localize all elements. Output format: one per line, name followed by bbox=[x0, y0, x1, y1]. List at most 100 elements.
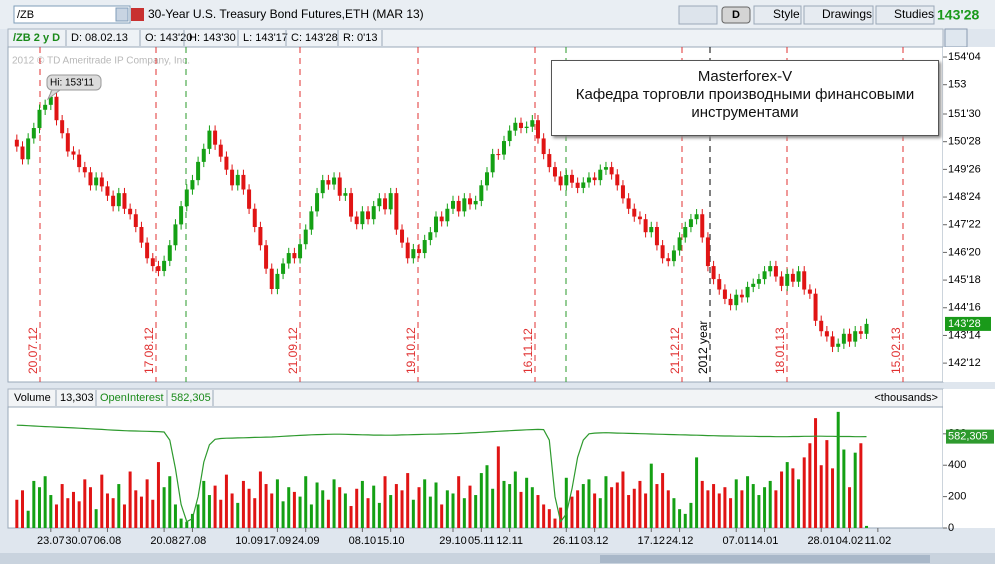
info-cell: L: 143'17 bbox=[243, 32, 288, 44]
volume-bar bbox=[706, 490, 710, 528]
candle-body bbox=[779, 276, 784, 286]
candle-body bbox=[94, 177, 99, 186]
candle-body bbox=[796, 271, 801, 282]
date-marker-label: 15.02.13 bbox=[889, 327, 903, 374]
volume-bar bbox=[462, 498, 466, 528]
info-cell: O: 143'20 bbox=[145, 32, 192, 44]
volume-bar bbox=[128, 471, 132, 528]
drawings-button[interactable] bbox=[803, 5, 874, 25]
volume-bar bbox=[559, 507, 563, 528]
volume-bar bbox=[712, 484, 716, 528]
candle-body bbox=[150, 258, 155, 267]
volume-bar bbox=[434, 482, 438, 528]
volume-bar bbox=[349, 506, 353, 528]
volume-bar bbox=[383, 476, 387, 528]
scrollbar[interactable] bbox=[0, 553, 995, 564]
volume-bar bbox=[774, 490, 778, 528]
volume-bar bbox=[689, 502, 693, 528]
candle-body bbox=[473, 200, 478, 205]
volume-bar bbox=[428, 496, 432, 528]
candle-body bbox=[632, 208, 637, 217]
candle-body bbox=[116, 193, 121, 207]
aggregation-button[interactable] bbox=[721, 6, 751, 24]
candle-body bbox=[479, 185, 484, 201]
candle-body bbox=[218, 144, 223, 157]
volume-bar bbox=[848, 487, 852, 528]
volume-bar bbox=[394, 484, 398, 528]
candle-body bbox=[388, 193, 393, 210]
candle-body bbox=[173, 224, 178, 246]
volume-bar bbox=[457, 476, 461, 528]
volume-bar bbox=[797, 479, 801, 528]
volume-bar bbox=[632, 488, 636, 528]
x-tick-label: 07.01 bbox=[722, 535, 750, 547]
last-price: 143'28 bbox=[937, 7, 979, 23]
volume-bar bbox=[530, 487, 534, 528]
volume-bar bbox=[842, 449, 846, 528]
candle-body bbox=[513, 122, 518, 131]
volume-bar bbox=[247, 488, 251, 528]
volume-bar bbox=[190, 513, 194, 528]
volume-bar bbox=[440, 504, 444, 528]
open-interest-line bbox=[16, 424, 867, 524]
candle-body bbox=[292, 253, 297, 259]
candle-body bbox=[417, 249, 422, 254]
symbol-menu[interactable] bbox=[131, 8, 144, 21]
volume-bar bbox=[672, 498, 676, 528]
candle-body bbox=[683, 227, 688, 238]
volume-bar bbox=[298, 496, 302, 528]
volume-bar bbox=[785, 462, 789, 528]
volume-bar bbox=[683, 513, 687, 528]
info-cell: /ZB 2 y D bbox=[13, 32, 60, 44]
candle-body bbox=[145, 242, 150, 259]
date-marker-label: 2012 year bbox=[696, 321, 710, 374]
candle-body bbox=[82, 167, 87, 173]
y-tick-label: 149'26 bbox=[948, 163, 981, 175]
candle-body bbox=[411, 249, 416, 259]
volume-bar bbox=[122, 504, 126, 528]
studies-button[interactable] bbox=[875, 5, 935, 25]
candle-body bbox=[535, 120, 540, 139]
volume-bar bbox=[389, 495, 393, 528]
tools-button[interactable] bbox=[678, 5, 718, 25]
aggregation: D bbox=[732, 9, 740, 21]
info-cell: C: 143'28 bbox=[291, 32, 338, 44]
volume-bar bbox=[202, 480, 206, 528]
x-tick-label: 03.12 bbox=[581, 535, 609, 547]
y-tick-label: 0 bbox=[948, 522, 954, 534]
y-tick-label: 142'12 bbox=[948, 357, 981, 369]
candle-body bbox=[501, 141, 506, 155]
style-button[interactable] bbox=[753, 5, 802, 25]
candle-body bbox=[241, 174, 246, 190]
volume-bar bbox=[513, 471, 517, 528]
candle-body bbox=[654, 227, 659, 246]
candle-body bbox=[694, 214, 699, 220]
volume-bar bbox=[598, 498, 602, 528]
x-tick-label: 06.08 bbox=[94, 535, 122, 547]
volume-bar bbox=[627, 495, 631, 528]
scroll-thumb[interactable] bbox=[600, 555, 930, 563]
y-tick-label: 145'18 bbox=[948, 274, 981, 286]
date-marker-label: 17.08.12 bbox=[142, 327, 156, 374]
volume-bar bbox=[173, 504, 177, 528]
date-marker-label: 21.12.12 bbox=[668, 327, 682, 374]
panel-button[interactable] bbox=[944, 28, 968, 48]
volume-bar bbox=[100, 474, 104, 528]
candle-body bbox=[77, 154, 82, 168]
candle-body bbox=[569, 174, 574, 183]
volume-bar bbox=[372, 485, 376, 528]
symbol-dropdown[interactable] bbox=[115, 7, 129, 22]
x-tick-label: 30.07 bbox=[65, 535, 93, 547]
volume-bar bbox=[695, 457, 699, 528]
symbol-input[interactable] bbox=[13, 5, 131, 24]
candle-body bbox=[507, 130, 512, 142]
candle-body bbox=[366, 211, 371, 220]
candle-body bbox=[688, 219, 693, 228]
candle-body bbox=[326, 180, 331, 185]
candle-body bbox=[858, 331, 863, 334]
candle-body bbox=[558, 176, 563, 186]
oi-tag-label: 582,305 bbox=[948, 431, 988, 443]
volume-bar bbox=[451, 493, 455, 528]
candle-body bbox=[213, 130, 218, 145]
